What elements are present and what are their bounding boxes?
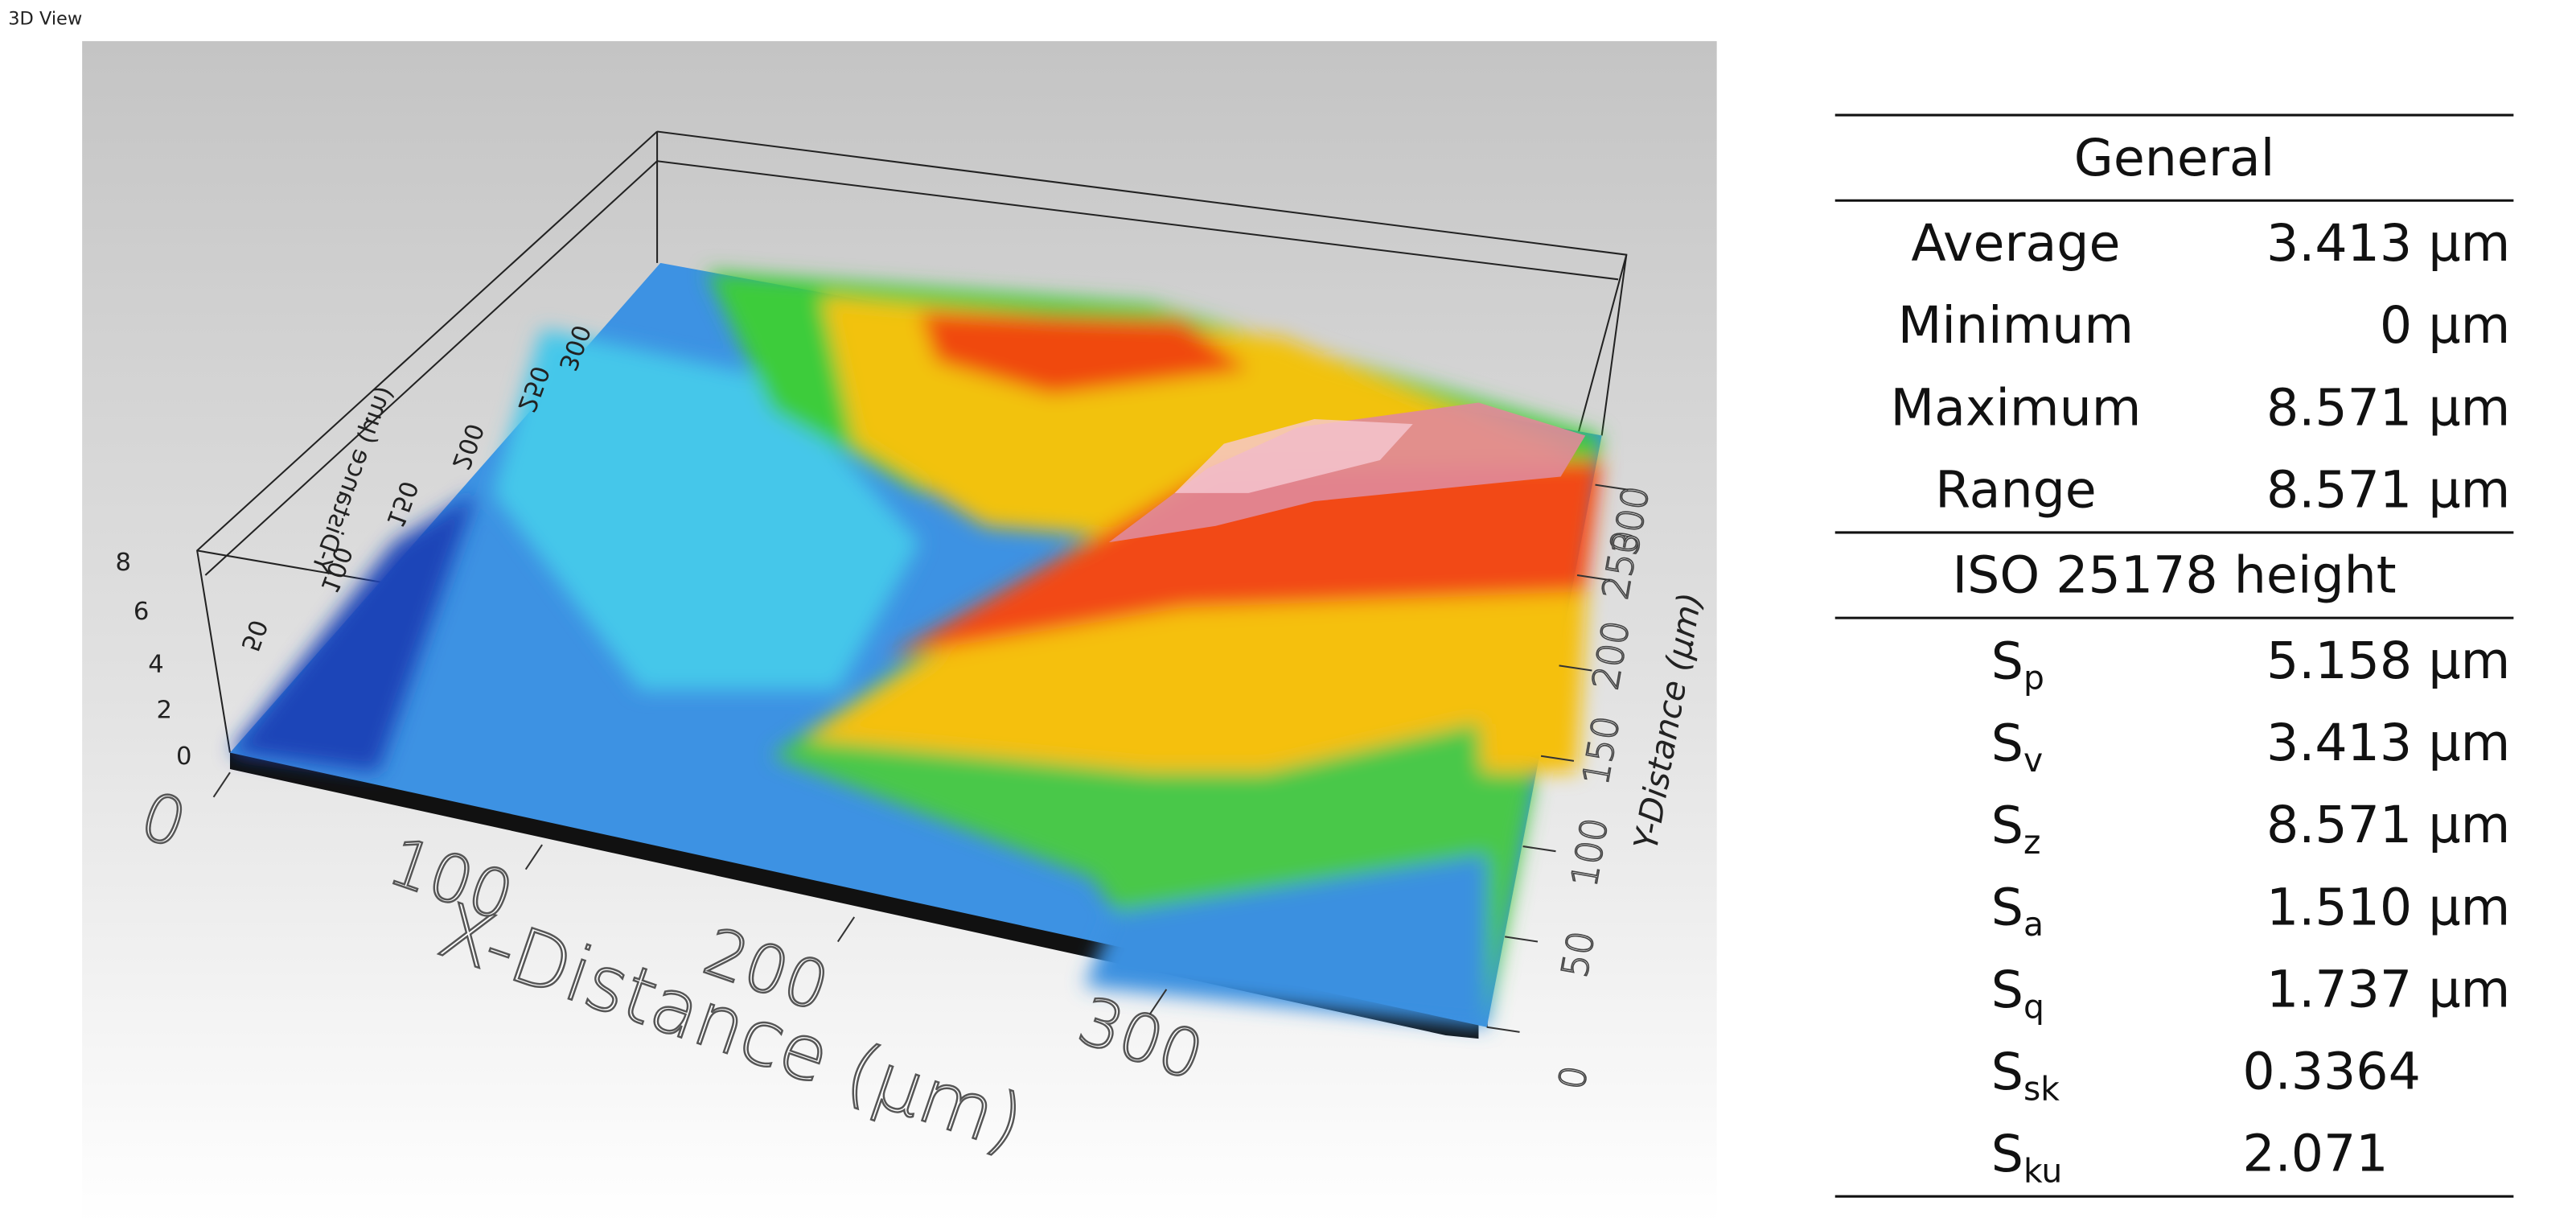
z-tick-label: 6 <box>134 598 150 626</box>
row-value: 0.3364 <box>2242 1042 2421 1101</box>
row-value: 8.571 μm <box>2266 795 2510 854</box>
subscript: z <box>2023 823 2040 862</box>
x-tick <box>212 771 231 798</box>
z-tick-label: 8 <box>115 549 131 577</box>
subscript: sk <box>2023 1069 2060 1108</box>
y-tick <box>1522 845 1556 853</box>
subscript: v <box>2023 741 2043 780</box>
subscript: q <box>2023 987 2044 1026</box>
row-label: Sz <box>1991 795 2041 862</box>
y-tick <box>1486 1026 1520 1033</box>
z-tick-label: 4 <box>148 651 164 679</box>
row-label: Sp <box>1991 631 2044 697</box>
x-tick <box>836 916 856 943</box>
surface-3d <box>196 130 1628 1039</box>
symbol: S <box>1991 713 2023 772</box>
row-value: 1.510 μm <box>2266 877 2510 936</box>
symbol: S <box>1991 631 2023 690</box>
row-value: 3.413 μm <box>2266 713 2510 772</box>
row-label: Sa <box>1991 877 2044 944</box>
x-tick <box>524 844 543 870</box>
y-tick <box>1559 664 1592 672</box>
y-tick <box>1504 936 1539 943</box>
subscript: ku <box>2023 1152 2062 1191</box>
symbol: S <box>1991 877 2023 936</box>
subscript: a <box>2023 905 2044 944</box>
statistics-table: General Average 3.413 μm Minimum 0 μm Maximum… <box>1834 113 2514 1198</box>
z-tick-label: 2 <box>157 697 173 725</box>
row-value: 8.571 μm <box>2266 377 2510 437</box>
row-label: Sv <box>1991 713 2043 780</box>
row-value: 1.737 μm <box>2266 959 2510 1018</box>
x-tick <box>1149 989 1168 1014</box>
y-tick-label: 250 <box>1594 527 1648 603</box>
section-title: ISO 25178 height <box>1952 545 2396 605</box>
subscript: p <box>2023 659 2044 697</box>
row-value: 8.571 μm <box>2266 459 2510 519</box>
y-tick <box>1540 755 1575 762</box>
symbol: S <box>1991 1042 2023 1101</box>
row-label: Ssk <box>1991 1042 2060 1109</box>
row-value: 2.071 <box>2242 1124 2388 1183</box>
z-tick-label: 0 <box>176 743 192 771</box>
symbol: S <box>1991 959 2023 1018</box>
row-label: Sku <box>1991 1124 2063 1191</box>
y-tick-label: 50 <box>1553 928 1603 981</box>
symbol: S <box>1991 1124 2023 1183</box>
row-value: 0 μm <box>2380 295 2510 355</box>
row-label: Average <box>1911 213 2120 273</box>
row-value: 3.413 μm <box>2266 213 2510 273</box>
row-label: Maximum <box>1890 377 2141 437</box>
symbol: S <box>1991 795 2023 854</box>
section-title: General <box>2074 128 2275 187</box>
row-label: Range <box>1935 459 2097 519</box>
y-tick <box>1576 574 1611 582</box>
row-label: Sq <box>1991 959 2044 1026</box>
row-value: 5.158 μm <box>2266 631 2510 690</box>
y-tick <box>1595 483 1629 491</box>
view-title: 3D View <box>8 9 82 30</box>
row-label: Minimum <box>1898 295 2134 355</box>
